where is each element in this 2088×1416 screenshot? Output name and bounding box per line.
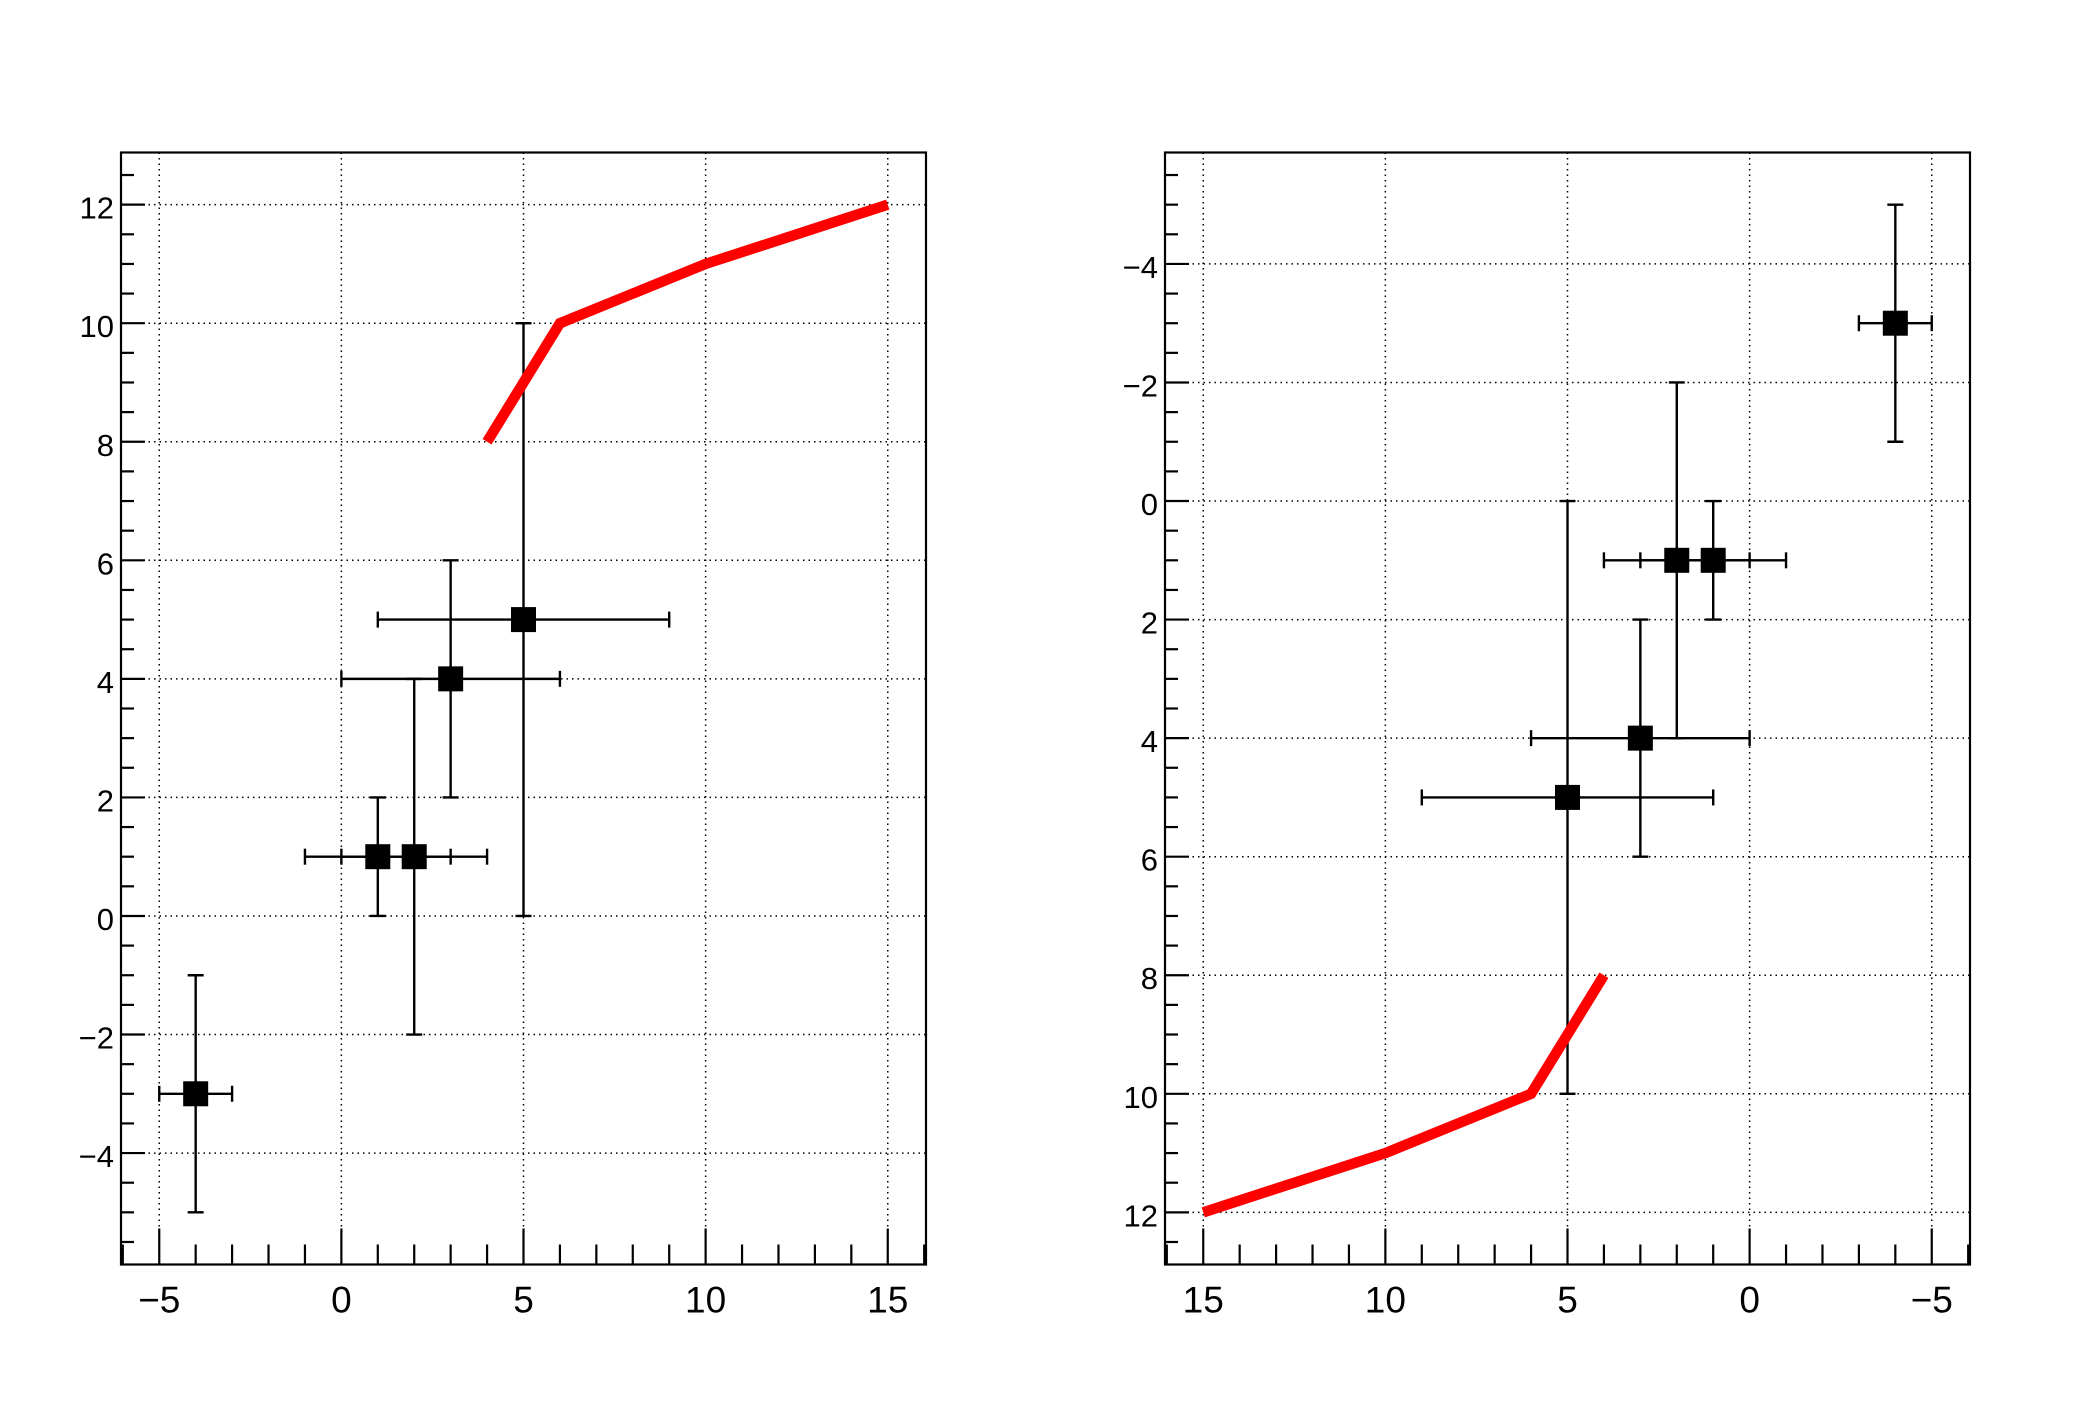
y-tick-label: −4 — [1123, 250, 1158, 285]
error-bar-series — [158, 322, 671, 1214]
data-point-marker — [401, 844, 427, 870]
data-point-marker — [1555, 784, 1580, 810]
plot-svg: 15 10 5 0 −5 −4 −2 0 2 4 6 8 10 12 — [1123, 151, 1972, 1321]
x-tick-label: 5 — [513, 1280, 534, 1321]
x-tick-label: −5 — [1911, 1280, 1953, 1321]
error-bar-series — [1420, 203, 1933, 1095]
data-point-marker — [1664, 547, 1690, 573]
x-tick-label: 0 — [1739, 1280, 1760, 1321]
y-tick-label: 6 — [97, 546, 114, 581]
y-tick-label: −2 — [1123, 368, 1158, 403]
x-tick-label: 15 — [867, 1280, 908, 1321]
right-pad-reversed-axes: 15 10 5 0 −5 −4 −2 0 2 4 6 8 10 12 — [1044, 0, 2088, 1416]
data-point-marker — [1700, 547, 1726, 573]
y-tick-label: −2 — [79, 1021, 114, 1056]
x-tick-label: 10 — [685, 1280, 726, 1321]
data-point-marker — [1882, 310, 1908, 336]
data-point-marker — [438, 666, 464, 692]
y-tick-label: 12 — [1124, 1198, 1158, 1233]
y-tick-label: 4 — [97, 665, 114, 700]
y-tick-label: −4 — [79, 1139, 114, 1174]
y-tick-label: 0 — [97, 902, 114, 937]
x-tick-label: −5 — [138, 1280, 180, 1321]
y-tick-label: 12 — [80, 191, 114, 226]
x-tick-label: 15 — [1183, 1280, 1224, 1321]
y-tick-label: 4 — [1141, 724, 1158, 759]
y-tick-label: 8 — [1141, 961, 1158, 996]
data-point-marker — [365, 844, 391, 870]
y-tick-label: 2 — [1141, 606, 1158, 641]
y-tick-label: 10 — [80, 309, 114, 344]
data-point-marker — [1627, 725, 1653, 751]
data-point-marker — [511, 607, 536, 633]
y-tick-label: 6 — [1141, 843, 1158, 878]
x-tick-label: 0 — [331, 1280, 352, 1321]
trend-line — [1201, 972, 1609, 1218]
trend-line — [482, 199, 890, 445]
left-pad-normal-axes: −5 0 5 10 15 −4 −2 0 2 4 6 8 10 12 — [78, 151, 928, 1321]
plot-svg: −5 0 5 10 15 −4 −2 0 2 4 6 8 10 12 — [79, 151, 928, 1321]
y-tick-label: 8 — [97, 428, 114, 463]
y-tick-label: 10 — [1124, 1080, 1158, 1115]
y-tick-label: 2 — [97, 783, 114, 818]
data-point-marker — [183, 1081, 209, 1107]
x-tick-label: 5 — [1557, 1280, 1578, 1321]
y-tick-label: 0 — [1141, 487, 1158, 522]
x-tick-label: 10 — [1365, 1280, 1406, 1321]
